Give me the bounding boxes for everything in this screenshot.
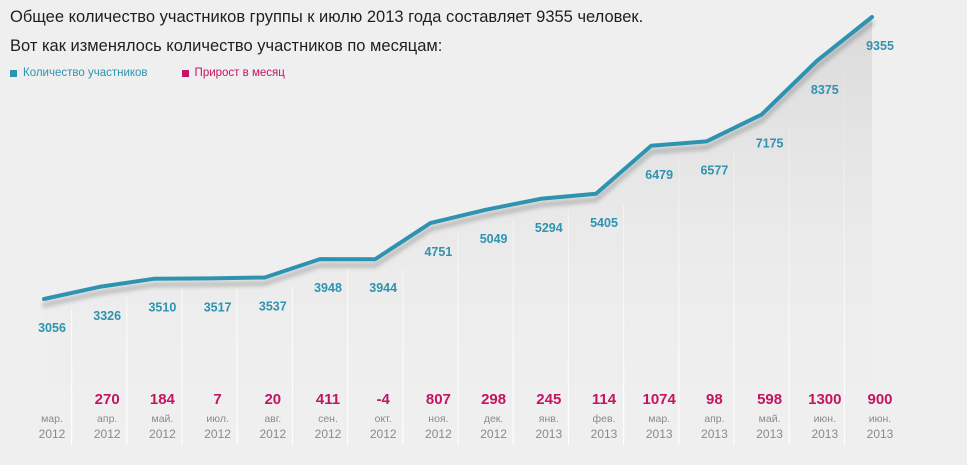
growth-value-label: 411	[316, 391, 340, 408]
x-tick-month: окт.	[375, 413, 392, 425]
members-value-label: 3510	[148, 301, 176, 315]
x-tick-year: 2013	[756, 427, 783, 441]
x-tick-month: июн.	[814, 413, 836, 425]
x-tick-month: апр.	[704, 413, 724, 425]
x-tick-year: 2012	[425, 427, 452, 441]
x-tick-year: 2012	[204, 427, 231, 441]
growth-value-label: 245	[536, 391, 561, 408]
members-value-label: 5049	[480, 232, 508, 246]
chart-title: Общее количество участников группы к июл…	[10, 8, 644, 26]
x-tick-month: янв.	[539, 413, 559, 425]
members-value-label: 5405	[590, 216, 618, 230]
x-tick-month: июл.	[206, 413, 229, 425]
x-tick-month: апр.	[97, 413, 117, 425]
members-value-label: 3056	[38, 321, 66, 335]
members-value-label: 4751	[424, 245, 452, 259]
growth-value-label: 1074	[643, 391, 677, 408]
x-tick-year: 2013	[811, 427, 838, 441]
x-tick-month: мар.	[41, 413, 63, 425]
x-tick-year: 2012	[39, 427, 66, 441]
x-tick-year: 2012	[315, 427, 342, 441]
members-value-label: 9355	[866, 39, 894, 53]
members-value-label: 7175	[756, 137, 784, 151]
x-tick-year: 2012	[94, 427, 121, 441]
legend-item-members: Количество участников	[10, 67, 148, 79]
members-value-label: 3944	[369, 281, 397, 295]
x-tick-year: 2012	[259, 427, 286, 441]
x-tick-month: ноя.	[428, 413, 448, 425]
growth-value-label: 270	[95, 391, 120, 408]
x-tick-year: 2012	[480, 427, 507, 441]
x-tick-month: мар.	[648, 413, 670, 425]
x-tick-month: авг.	[264, 413, 281, 425]
x-tick-month: май.	[759, 413, 781, 425]
legend-item-growth: Прирост в месяц	[181, 67, 285, 79]
growth-value-label: 20	[264, 391, 281, 408]
growth-value-label: 900	[867, 391, 892, 408]
legend-label-members: Количество участников	[23, 67, 148, 79]
growth-value-label: 1300	[808, 391, 841, 408]
x-tick-year: 2013	[646, 427, 673, 441]
members-value-label: 3517	[204, 300, 232, 314]
growth-value-label: 98	[706, 391, 723, 408]
x-tick-month: дек.	[484, 413, 503, 425]
area-fill	[44, 17, 872, 445]
members-value-label: 8375	[811, 83, 839, 97]
legend-swatch-members	[10, 69, 17, 77]
growth-value-label: 114	[592, 391, 617, 408]
x-tick-year: 2013	[535, 427, 562, 441]
x-tick-month: фев.	[593, 413, 616, 425]
x-tick-month: июн.	[869, 413, 891, 425]
x-tick-month: сен.	[318, 413, 338, 425]
growth-value-label: -4	[377, 391, 391, 408]
chart-subtitle: Вот как изменялось количество участников…	[10, 37, 443, 55]
growth-value-label: 298	[481, 391, 506, 408]
x-tick-year: 2013	[867, 427, 894, 441]
growth-value-label: 184	[150, 391, 176, 408]
members-value-label: 3326	[93, 309, 121, 323]
legend: Количество участников Прирост в месяц	[10, 67, 319, 79]
x-tick-year: 2013	[701, 427, 728, 441]
members-value-label: 6577	[700, 163, 728, 177]
members-value-label: 5294	[535, 221, 563, 235]
growth-value-label: 598	[757, 391, 782, 408]
x-tick-year: 2013	[591, 427, 618, 441]
growth-value-label: 7	[213, 391, 221, 408]
members-value-label: 6479	[645, 168, 673, 182]
growth-value-label: 807	[426, 391, 451, 408]
members-line	[42, 15, 874, 301]
legend-swatch-growth	[181, 69, 189, 77]
members-value-label: 3537	[259, 299, 287, 313]
legend-label-growth: Прирост в месяц	[194, 67, 285, 79]
x-tick-year: 2012	[149, 427, 176, 441]
x-tick-month: май.	[151, 413, 173, 425]
x-tick-year: 2012	[370, 427, 397, 441]
members-value-label: 3948	[314, 281, 342, 295]
